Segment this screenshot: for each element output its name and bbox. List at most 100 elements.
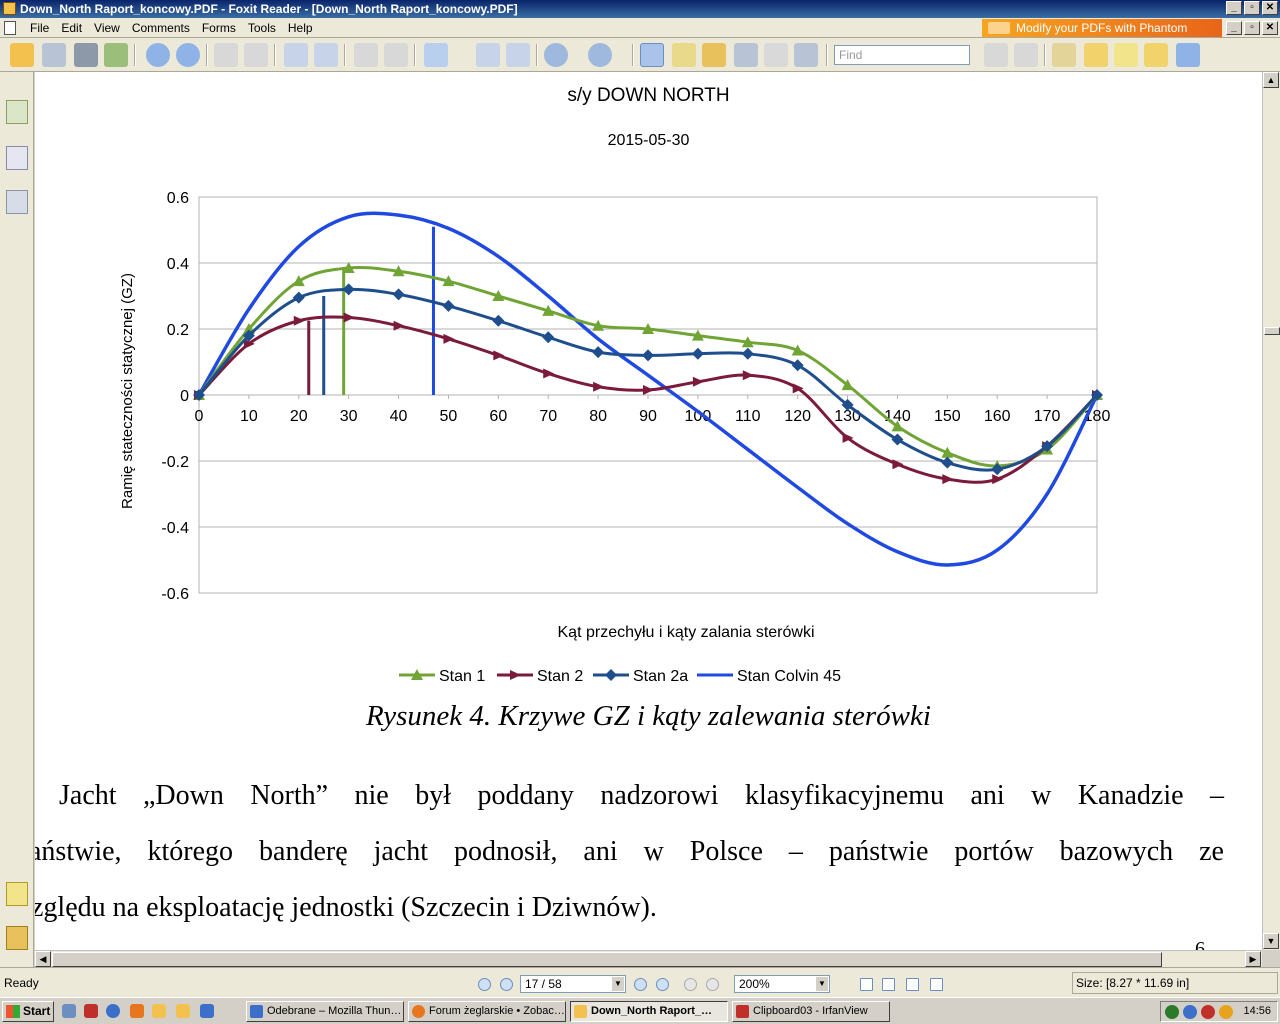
menu-forms[interactable]: Forms [201, 21, 236, 35]
scroll-down-arrow-icon[interactable]: ▼ [1263, 933, 1279, 949]
email-icon[interactable] [104, 43, 128, 67]
zoom-in-icon[interactable] [588, 43, 612, 67]
task-foxit-reader[interactable]: Down_North Raport_… [570, 1001, 728, 1022]
open-folder-icon[interactable] [10, 43, 34, 67]
y-tick-label: -0.6 [161, 586, 189, 603]
tray-security-icon[interactable] [1165, 1005, 1179, 1019]
pencil-tool-icon[interactable] [1052, 43, 1076, 67]
zoom-out-icon[interactable] [544, 43, 568, 67]
doc-minimize-button[interactable]: _ [1226, 21, 1242, 35]
folder-quicklaunch-icon[interactable] [152, 1004, 166, 1018]
zoom-level-field[interactable]: 200% ▼ [734, 975, 830, 993]
app-quicklaunch-icon[interactable] [200, 1004, 214, 1018]
next-page-status-icon[interactable] [634, 978, 647, 991]
x-tick-label: 20 [290, 408, 308, 425]
binoculars-icon[interactable] [734, 43, 758, 67]
menu-view[interactable]: View [94, 21, 120, 35]
zoom-level-value: 200% [739, 977, 770, 991]
fit-page-icon[interactable] [476, 43, 500, 67]
select-text-icon[interactable] [672, 43, 696, 67]
arrow-tool-icon[interactable] [1176, 43, 1200, 67]
tray-network-icon[interactable] [1183, 1005, 1197, 1019]
snapshot-icon[interactable] [794, 43, 818, 67]
forward-arrow-icon[interactable] [244, 43, 268, 67]
menu-tools[interactable]: Tools [247, 21, 276, 35]
single-page-view-icon[interactable] [860, 978, 873, 991]
typewriter-icon[interactable] [764, 43, 788, 67]
layers-panel-icon[interactable] [6, 190, 28, 214]
pages-panel-icon[interactable] [6, 146, 28, 170]
zoom-dropdown-arrow-icon[interactable]: ▼ [816, 977, 828, 991]
page-dropdown-arrow-icon[interactable]: ▼ [612, 977, 624, 991]
x-tick-label: 70 [539, 408, 557, 425]
facing-view-icon[interactable] [906, 978, 919, 991]
close-button[interactable]: ✕ [1262, 1, 1278, 15]
note-tool-icon[interactable] [1084, 43, 1108, 67]
scroll-left-arrow-icon[interactable]: ◀ [35, 951, 51, 967]
menu-file[interactable]: File [30, 21, 50, 35]
continuous-view-icon[interactable] [882, 978, 895, 991]
continuous-facing-view-icon[interactable] [930, 978, 943, 991]
show-desktop-icon[interactable] [62, 1004, 76, 1018]
vertical-scrollbar[interactable]: ▲ ▼ [1262, 72, 1280, 950]
start-button[interactable]: Start [2, 1001, 54, 1022]
print-icon[interactable] [74, 43, 98, 67]
horizontal-scrollbar[interactable]: ◀ ▶ [35, 950, 1262, 967]
menu-edit[interactable]: Edit [61, 21, 83, 35]
textbox-tool-icon[interactable] [1114, 43, 1138, 67]
vertical-scroll-thumb[interactable] [1264, 327, 1280, 335]
diamond-marker [741, 347, 754, 360]
comments-panel-icon[interactable] [6, 882, 28, 906]
tray-app-icon[interactable] [1219, 1005, 1233, 1019]
thunderbird-quicklaunch-icon[interactable] [106, 1004, 120, 1018]
last-page-icon[interactable] [656, 978, 669, 991]
menu-comments[interactable]: Comments [131, 21, 190, 35]
scroll-up-arrow-icon[interactable]: ▲ [1263, 72, 1279, 88]
diamond-marker [292, 291, 305, 304]
tray-update-icon[interactable] [1201, 1005, 1215, 1019]
maximize-button[interactable]: ▫ [1244, 1, 1260, 15]
page-number-field[interactable]: 17 / 58 ▼ [520, 975, 626, 993]
task-thunderbird[interactable]: Odebrane – Mozilla Thun… [246, 1001, 404, 1022]
phantom-banner-link[interactable]: Modify your PDFs with Phantom [982, 19, 1222, 37]
task-firefox[interactable]: Forum żeglarskie • Zobac… [408, 1001, 566, 1022]
save-icon[interactable] [42, 43, 66, 67]
extract-page-icon[interactable] [284, 43, 308, 67]
fit-width-icon[interactable] [506, 43, 530, 67]
back-arrow-icon[interactable] [214, 43, 238, 67]
firefox-quicklaunch-icon[interactable] [130, 1004, 144, 1018]
minimize-button[interactable]: _ [1226, 1, 1242, 15]
previous-page-icon[interactable] [146, 43, 170, 67]
doc-restore-button[interactable]: ▫ [1244, 21, 1260, 35]
first-page-icon[interactable] [478, 978, 491, 991]
find-next-icon[interactable] [1014, 43, 1038, 67]
attachments-paperclip-icon[interactable] [6, 926, 28, 950]
document-view[interactable]: s/y DOWN NORTH 2015-05-30 -0.6 -0.4 -0.2 0 0… [35, 72, 1262, 950]
horizontal-scroll-thumb[interactable] [52, 952, 1162, 967]
redo-icon[interactable] [384, 43, 408, 67]
doc-close-button[interactable]: ✕ [1262, 21, 1278, 35]
previous-page-status-icon[interactable] [500, 978, 513, 991]
bookmarks-panel-icon[interactable] [6, 100, 28, 124]
irfanview-quicklaunch-icon[interactable] [84, 1004, 98, 1018]
find-previous-icon[interactable] [984, 43, 1008, 67]
legend-label: Stan 2a [633, 668, 688, 685]
menu-help[interactable]: Help [287, 21, 313, 35]
window-titlebar[interactable]: Down_North Raport_koncowy.PDF - Foxit Re… [0, 0, 1280, 18]
task-irfanview[interactable]: Clipboard03 - IrfanView [732, 1001, 890, 1022]
page-number: 6 [1195, 938, 1205, 950]
comment-tool-icon[interactable] [1144, 43, 1168, 67]
history-back-icon[interactable] [684, 978, 697, 991]
next-page-icon[interactable] [176, 43, 200, 67]
find-input[interactable]: Find [834, 45, 970, 65]
insert-page-icon[interactable] [314, 43, 338, 67]
zoom-tool-icon[interactable] [424, 43, 448, 67]
arrow-marker [992, 474, 1004, 485]
explorer-quicklaunch-icon[interactable] [176, 1004, 190, 1018]
scroll-right-arrow-icon[interactable]: ▶ [1245, 951, 1261, 967]
x-tick-label: 120 [784, 408, 811, 425]
hand-tool-icon[interactable] [640, 43, 664, 67]
select-annotation-icon[interactable] [702, 43, 726, 67]
history-forward-icon[interactable] [706, 978, 719, 991]
undo-icon[interactable] [354, 43, 378, 67]
